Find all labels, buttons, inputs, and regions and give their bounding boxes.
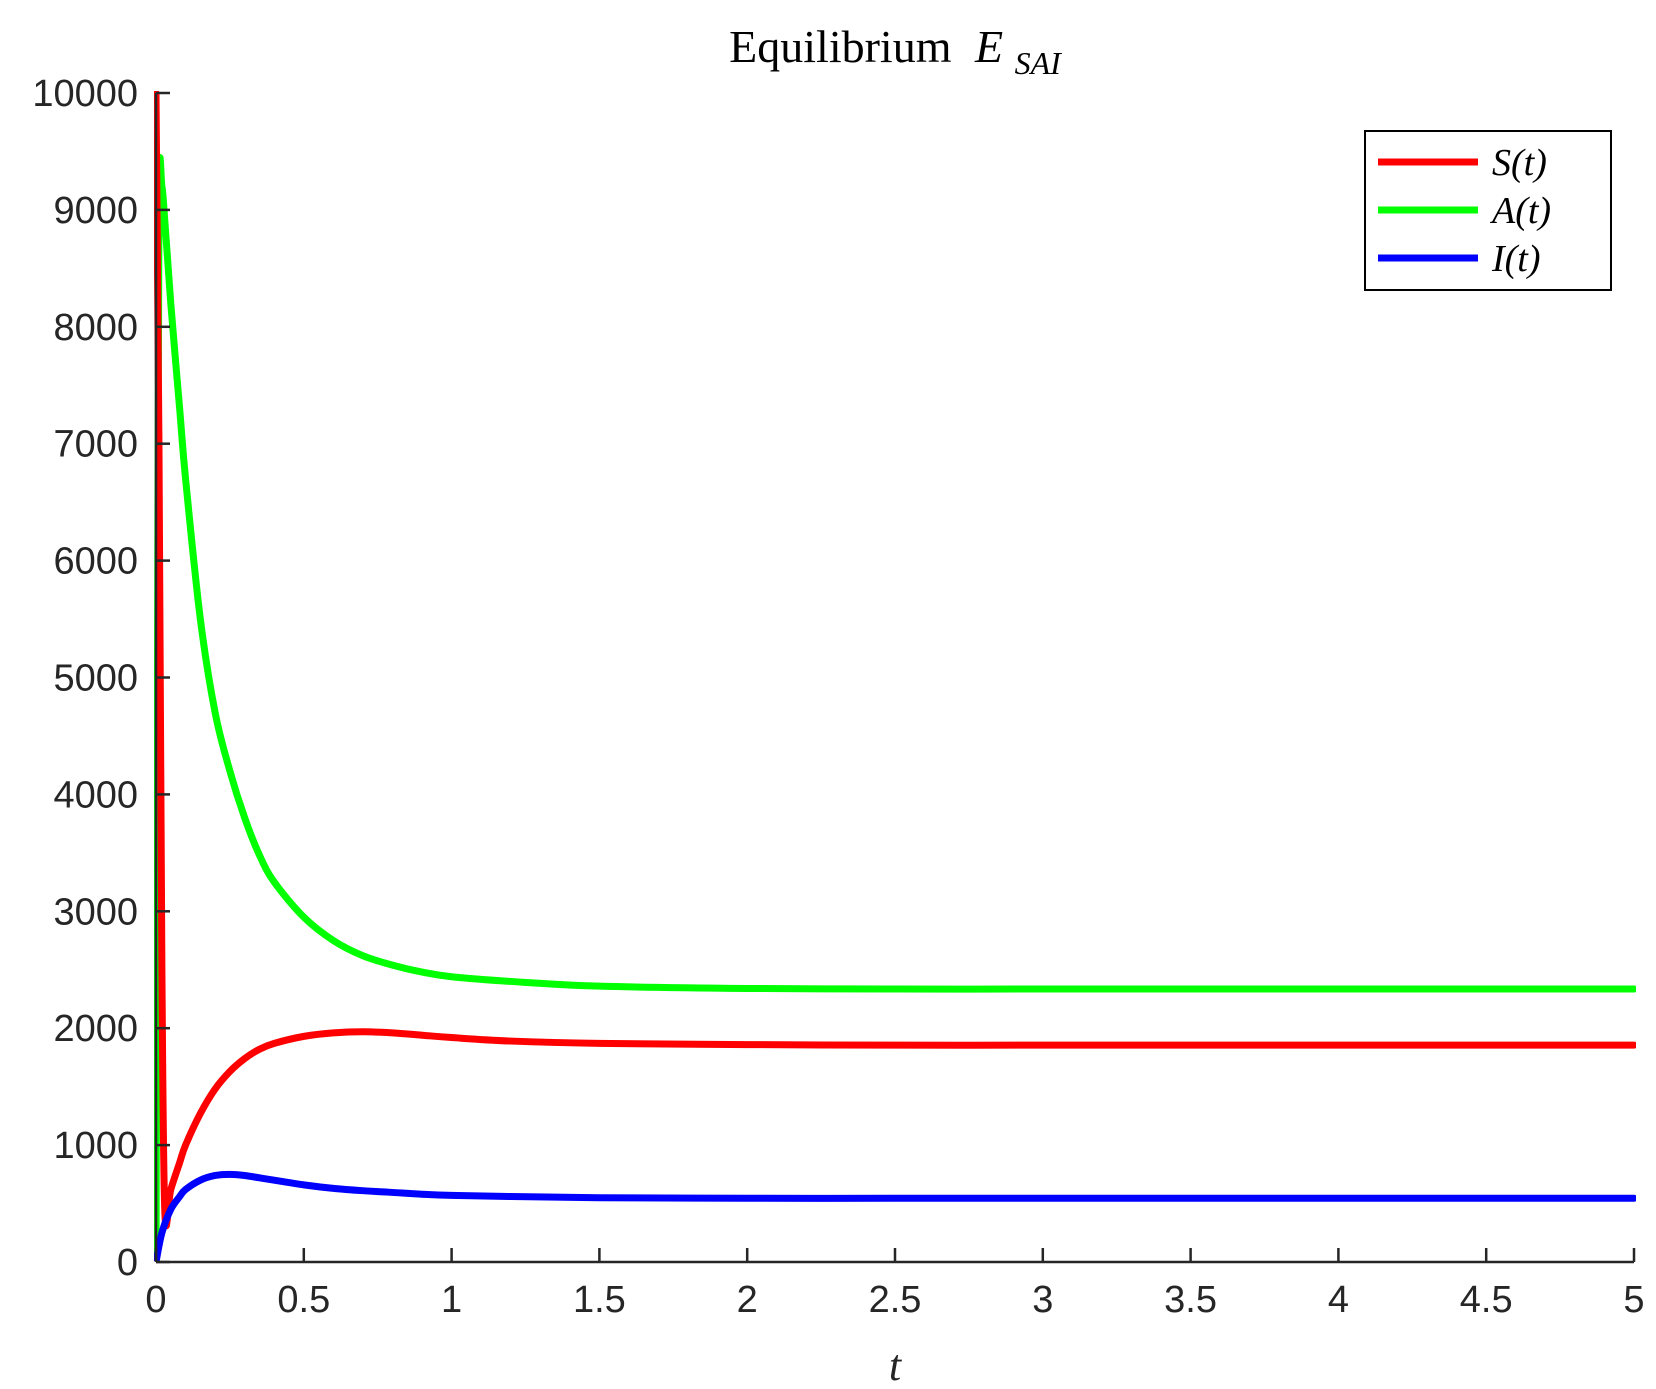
series-line-i	[154, 1170, 1636, 1261]
y-tick-label: 6000	[53, 541, 138, 583]
legend-label-a: A(t)	[1489, 190, 1551, 232]
y-ticks: 0 1000 2000 3000 4000 5000 6000 7000 8000 9000 100…	[32, 73, 170, 1284]
x-tick-label: 4	[1328, 1279, 1349, 1321]
y-tick-label: 0	[117, 1242, 138, 1284]
legend-items: S(t) A(t) I(t)	[1378, 142, 1551, 280]
y-tick-label: 9000	[53, 190, 138, 232]
x-axis-label: t	[889, 1341, 903, 1389]
y-tick-label: 1000	[53, 1125, 138, 1167]
x-tick-label: 5	[1623, 1279, 1644, 1321]
x-tick-label: 0.5	[277, 1279, 330, 1321]
y-tick-label: 2000	[53, 1008, 138, 1050]
y-tick-label: 3000	[53, 891, 138, 933]
chart-title-main: Equilibrium	[729, 21, 952, 72]
x-tick-label: 3.5	[1164, 1279, 1217, 1321]
x-tick-label: 4.5	[1460, 1279, 1513, 1321]
x-tick-label: 2.5	[869, 1279, 922, 1321]
y-tick-label: 4000	[53, 774, 138, 816]
legend: S(t) A(t) I(t)	[1364, 130, 1612, 291]
x-tick-label: 2	[737, 1279, 758, 1321]
chart-title-symbol: E	[974, 21, 1003, 72]
chart-title: Equilibrium E SAI	[729, 21, 1062, 81]
x-ticks: 0 0.5 1 1.5 2 2.5 3 3.5 4 4.5 5	[145, 1248, 1645, 1321]
y-tick-label: 7000	[53, 424, 138, 466]
series-layer	[154, 91, 1636, 1261]
series-line-a	[154, 154, 1636, 1261]
x-tick-label: 1	[441, 1279, 462, 1321]
y-tick-label: 10000	[32, 73, 138, 115]
y-tick-label: 5000	[53, 658, 138, 700]
x-tick-label: 0	[145, 1279, 166, 1321]
x-tick-label: 1.5	[573, 1279, 626, 1321]
y-tick-label: 8000	[53, 307, 138, 349]
chart-title-subscript: SAI	[1015, 45, 1063, 81]
legend-label-s: S(t)	[1492, 142, 1547, 184]
x-tick-label: 3	[1032, 1279, 1053, 1321]
legend-label-i: I(t)	[1491, 238, 1541, 280]
series-line-s	[154, 91, 1636, 1230]
